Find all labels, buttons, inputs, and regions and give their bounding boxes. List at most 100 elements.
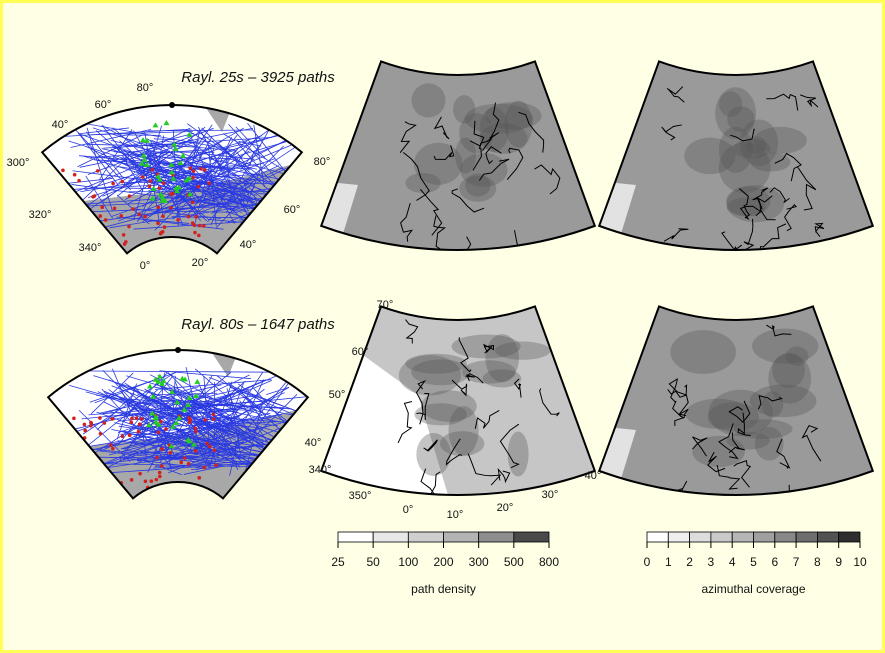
event <box>121 434 125 438</box>
event <box>157 431 161 435</box>
event <box>155 478 159 482</box>
colorbar-tick-label: 25 <box>331 555 345 569</box>
graticule-label: 30° <box>542 489 559 501</box>
event <box>156 221 160 225</box>
colorbar-tick-label: 8 <box>814 555 821 569</box>
shade <box>440 431 485 456</box>
event <box>137 213 141 217</box>
colorbar-tick-label: 500 <box>504 555 524 569</box>
graticule-label: 60° <box>352 346 369 358</box>
graticule-label: 0° <box>403 504 414 516</box>
event <box>141 175 145 179</box>
event <box>104 218 108 222</box>
event <box>194 426 198 430</box>
colorbar-tick-label: 10 <box>853 555 867 569</box>
colorbar-segment <box>647 532 668 542</box>
event <box>135 416 139 420</box>
event <box>162 181 166 185</box>
panel-title: Rayl. 80s – 1647 paths <box>181 316 335 333</box>
page: { "panels": [ {"title": "Rayl. 25s – 392… <box>0 0 885 653</box>
event <box>138 422 142 426</box>
event <box>161 214 165 218</box>
event <box>111 182 115 186</box>
graticule-label: 80° <box>137 82 154 94</box>
event <box>83 423 87 427</box>
event <box>144 479 148 483</box>
event <box>176 218 180 222</box>
event <box>130 478 134 482</box>
event <box>100 205 104 209</box>
colorbar-segment <box>839 532 860 542</box>
event <box>212 413 216 417</box>
event <box>183 456 187 460</box>
event <box>213 449 217 453</box>
event <box>205 442 209 446</box>
event <box>160 447 164 451</box>
event <box>192 169 196 173</box>
graticule-label: 0° <box>140 260 151 272</box>
graticule-label: 20° <box>192 257 209 269</box>
shade <box>762 391 783 417</box>
event <box>143 215 147 219</box>
event <box>131 207 135 211</box>
event <box>72 417 76 421</box>
graticule-label: 40° <box>52 119 69 131</box>
event <box>169 206 173 210</box>
event <box>208 445 212 449</box>
graticule-label: 10° <box>447 509 464 521</box>
event <box>194 215 198 219</box>
event <box>151 168 155 172</box>
event <box>187 215 191 219</box>
event <box>164 427 168 431</box>
event <box>197 234 201 238</box>
colorbar-segment <box>775 532 796 542</box>
colorbar-tick-label: 100 <box>398 555 418 569</box>
event <box>109 443 113 447</box>
event <box>187 462 191 466</box>
colorbar-tick-label: 200 <box>433 555 453 569</box>
event <box>137 430 141 434</box>
graticule-label: 320° <box>29 209 52 221</box>
pole <box>169 102 175 108</box>
event <box>156 205 160 209</box>
colorbar-segment <box>373 532 408 542</box>
colorbar-tick-label: 800 <box>539 555 559 569</box>
colorbar-tick-label: 300 <box>469 555 489 569</box>
event <box>96 169 100 173</box>
colorbar-tick-label: 50 <box>366 555 380 569</box>
colorbar-tick-label: 4 <box>729 555 736 569</box>
event <box>110 417 114 421</box>
event <box>128 194 132 198</box>
event <box>127 225 131 229</box>
event <box>188 421 192 425</box>
event <box>130 417 134 421</box>
graticule-label: 80° <box>314 156 331 168</box>
colorbar-label: azimuthal coverage <box>701 582 805 596</box>
graticule-label: 50° <box>329 389 346 401</box>
event <box>207 181 211 185</box>
event <box>160 464 164 468</box>
colorbar-segment <box>514 532 549 542</box>
colorbar-label: path density <box>411 582 476 596</box>
event <box>128 433 132 437</box>
graticule-label: 340° <box>309 464 332 476</box>
event <box>163 225 167 229</box>
event <box>158 475 162 479</box>
shade <box>719 127 753 173</box>
event <box>197 476 201 480</box>
colorbar-segment <box>690 532 711 542</box>
shade <box>755 427 784 461</box>
graticule-label: 70° <box>377 299 394 311</box>
colorbar-segment <box>711 532 732 542</box>
colorbar-tick-label: 1 <box>665 555 672 569</box>
colorbar-segment <box>754 532 775 542</box>
event <box>171 192 175 196</box>
event <box>199 167 203 171</box>
colorbar-segment <box>408 532 443 542</box>
colorbar-tick-label: 6 <box>771 555 778 569</box>
event <box>149 179 153 183</box>
event <box>202 224 206 228</box>
event <box>89 421 93 425</box>
event <box>77 179 81 183</box>
event <box>83 429 87 433</box>
